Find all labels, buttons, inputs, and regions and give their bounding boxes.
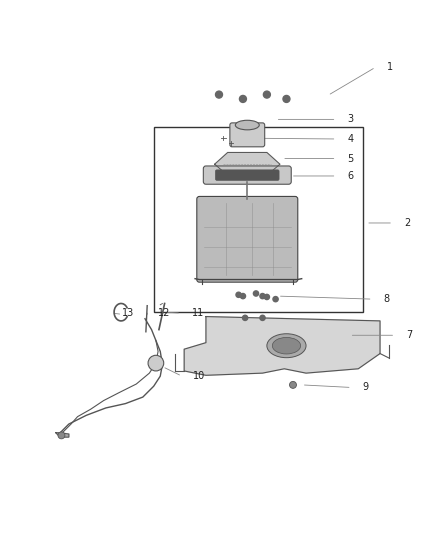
Text: 11: 11 [192, 308, 204, 318]
Bar [154, 127, 363, 312]
Circle shape [264, 294, 269, 300]
Circle shape [263, 91, 270, 98]
FancyBboxPatch shape [197, 197, 298, 282]
Text: 9: 9 [363, 383, 369, 392]
FancyBboxPatch shape [203, 166, 291, 184]
Circle shape [236, 292, 241, 297]
Circle shape [240, 95, 247, 102]
Polygon shape [56, 433, 69, 437]
Circle shape [290, 382, 297, 389]
FancyBboxPatch shape [230, 123, 265, 147]
Ellipse shape [235, 120, 259, 130]
Text: 8: 8 [384, 294, 390, 304]
Ellipse shape [272, 337, 300, 354]
Circle shape [260, 315, 265, 320]
Text: 3: 3 [347, 115, 353, 124]
Text: 13: 13 [122, 308, 134, 318]
Circle shape [283, 95, 290, 102]
Circle shape [243, 315, 248, 320]
Polygon shape [215, 152, 280, 172]
Text: 4: 4 [347, 134, 353, 144]
Circle shape [273, 296, 278, 302]
Ellipse shape [232, 130, 262, 140]
Text: 1: 1 [387, 62, 393, 72]
Circle shape [215, 91, 223, 98]
Circle shape [58, 432, 65, 439]
Text: 10: 10 [193, 371, 205, 381]
Text: 2: 2 [404, 218, 410, 228]
Circle shape [148, 356, 164, 371]
Polygon shape [184, 317, 380, 375]
Text: 5: 5 [347, 154, 353, 164]
Circle shape [253, 291, 258, 296]
Ellipse shape [267, 334, 306, 358]
FancyBboxPatch shape [215, 170, 279, 180]
Text: 12: 12 [158, 308, 170, 318]
Circle shape [240, 294, 246, 298]
Text: 6: 6 [347, 171, 353, 181]
Circle shape [260, 294, 265, 298]
Text: 7: 7 [406, 330, 413, 340]
